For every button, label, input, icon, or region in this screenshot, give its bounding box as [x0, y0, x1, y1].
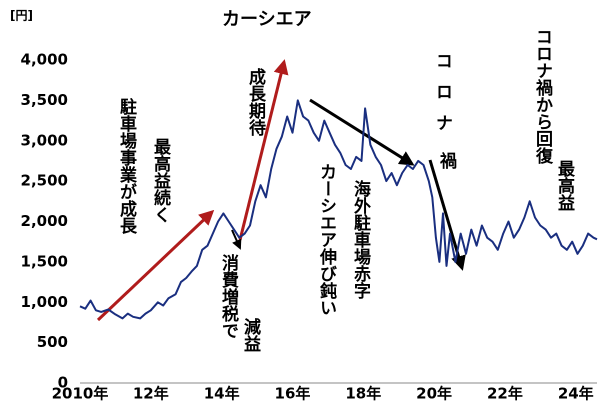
- y-tick-label: 500: [37, 333, 68, 351]
- price-line: [79, 99, 598, 320]
- annotation: コロナ禍から回復: [532, 28, 554, 165]
- y-tick-label: 1,000: [21, 293, 68, 311]
- annotation: カーシエア伸び鈍い: [316, 163, 338, 316]
- annotation: 禍: [436, 151, 458, 170]
- arrow: [238, 59, 289, 241]
- x-tick-label: 18年: [345, 385, 381, 403]
- arrow: [309, 98, 415, 166]
- y-tick-label: 2,000: [21, 212, 68, 230]
- y-tick-label: 2,500: [21, 172, 68, 190]
- x-tick-label: 14年: [204, 385, 240, 403]
- annotation: 海外駐車場赤字: [350, 179, 371, 300]
- annotation: 最高益続く: [150, 138, 171, 223]
- arrow: [231, 229, 242, 250]
- x-tick-label: 12年: [133, 385, 169, 403]
- y-tick-label: 0: [58, 374, 68, 392]
- x-tick-label: 16年: [275, 385, 311, 403]
- x-tick-label: 22年: [487, 385, 523, 403]
- annotation: 減益: [240, 317, 261, 352]
- annotation: 成長期待: [245, 67, 266, 137]
- annotation: コロナ: [432, 52, 452, 145]
- arrows: [96, 59, 466, 322]
- x-tick-label: 2010年: [52, 385, 109, 403]
- annotation: 駐車場事業が成長: [116, 97, 137, 235]
- y-tick-label: 3,000: [21, 131, 68, 149]
- y-tick-label: 1,500: [21, 252, 68, 270]
- y-tick-label: 4,000: [21, 51, 68, 69]
- x-tick-label: 24年: [558, 385, 594, 403]
- y-tick-label: 3,500: [21, 91, 68, 109]
- y-unit: [円]: [10, 9, 33, 23]
- arrow: [96, 209, 215, 322]
- annotation: 最高益: [554, 160, 575, 211]
- x-tick-label: 20年: [416, 385, 452, 403]
- annotation: 消費増税で: [218, 253, 239, 339]
- annotation: カーシエア: [222, 9, 312, 30]
